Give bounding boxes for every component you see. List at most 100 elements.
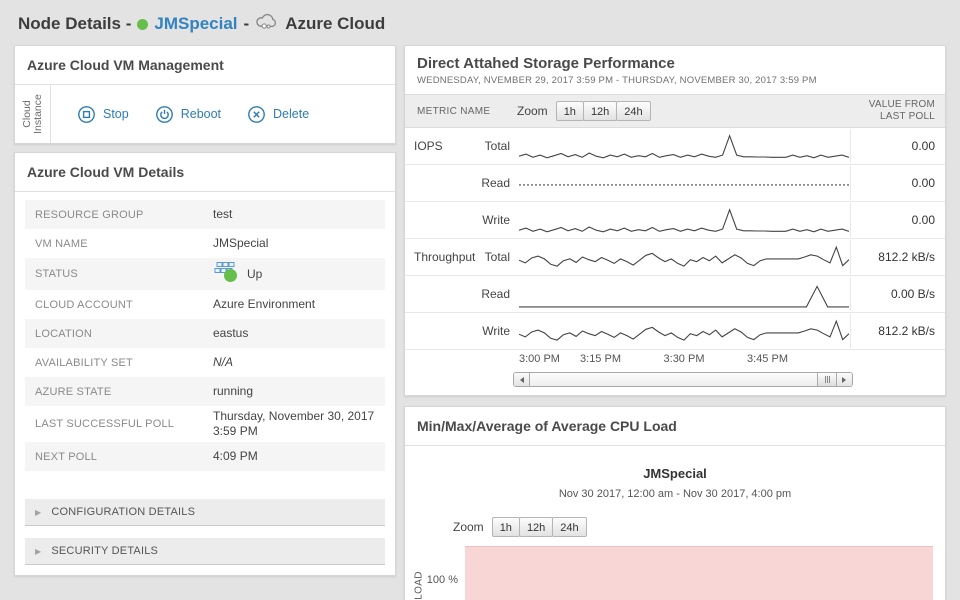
section-label: SECURITY DETAILS [51, 545, 159, 557]
cpu-chart-subtitle: Nov 30 2017, 12:00 am - Nov 30 2017, 4:0… [558, 488, 792, 500]
sparkline-iops-read [517, 166, 851, 200]
vm-status-icon [213, 261, 240, 287]
vm-management-panel: Azure Cloud VM Management Cloud Instance… [14, 45, 396, 144]
last-poll-value: 0.00 [911, 213, 935, 227]
cpu-chart-plot-area [465, 546, 933, 600]
scrollbar-thumb[interactable] [817, 373, 836, 386]
stop-button[interactable]: Stop [77, 105, 129, 124]
stop-icon [77, 105, 96, 124]
last-poll-value: 0.00 B/s [890, 287, 935, 301]
metric-label: Write [482, 324, 510, 338]
detail-row-resource-group: RESOURCE GROUP test [25, 200, 385, 229]
cpu-y-axis: LOAD 100 % [405, 546, 465, 600]
sparkline-iops-total [517, 129, 851, 163]
detail-value: 4:09 PM [213, 449, 258, 463]
detail-label: RESOURCE GROUP [35, 208, 144, 221]
detail-row-next-poll: NEXT POLL 4:09 PM [25, 442, 385, 471]
reboot-label: Reboot [180, 107, 222, 121]
storage-panel-title: Direct Attahed Storage Performance [417, 55, 675, 72]
y-axis-label: LOAD [413, 571, 425, 600]
time-axis: 3:00 PM 3:15 PM 3:30 PM 3:45 PM [517, 353, 851, 368]
security-details-expander[interactable]: ▶ SECURITY DETAILS [25, 538, 385, 565]
reboot-icon [155, 105, 174, 124]
chart-horizontal-scrollbar[interactable] [513, 372, 853, 387]
sparkline-throughput-read [517, 277, 851, 311]
metric-label: Total [484, 250, 510, 264]
metric-label: Write [482, 213, 510, 227]
detail-value: running [213, 384, 254, 398]
storage-row-throughput-total: Throughput Total 812.2 kB/s [405, 239, 945, 276]
vm-management-title: Azure Cloud VM Management [15, 46, 395, 85]
storage-table-header: METRIC NAME Zoom 1h 12h 24h VALUE FROM L… [405, 94, 945, 128]
scroll-right-button[interactable] [836, 373, 852, 386]
storage-performance-panel: Direct Attahed Storage Performance WEDNE… [404, 45, 946, 396]
cpu-zoom-12h-button[interactable]: 12h [518, 517, 554, 537]
reboot-button[interactable]: Reboot [155, 105, 221, 124]
cpu-zoom-1h-button[interactable]: 1h [491, 517, 520, 537]
zoom-1h-button[interactable]: 1h [555, 101, 584, 121]
scrollbar-track[interactable] [530, 373, 836, 386]
detail-value: eastus [213, 326, 249, 340]
management-group-label: Cloud Instance [20, 94, 44, 134]
detail-value: Azure Environment [213, 297, 316, 311]
time-tick: 3:00 PM [519, 353, 560, 365]
delete-icon [247, 105, 266, 124]
detail-label: LAST SUCCESSFUL POLL [35, 418, 175, 430]
metric-label: Read [481, 176, 510, 190]
last-poll-value: 812.2 kB/s [878, 250, 935, 264]
time-tick: 3:15 PM [580, 353, 621, 365]
section-label: CONFIGURATION DETAILS [51, 506, 196, 518]
chevron-right-icon: ▶ [35, 546, 42, 556]
detail-row-status: STATUS [25, 258, 385, 290]
last-poll-value: 812.2 kB/s [878, 324, 935, 338]
node-name-link[interactable]: JMSpecial [154, 14, 238, 33]
vm-details-title: Azure Cloud VM Details [15, 153, 395, 192]
cpu-zoom-24h-button[interactable]: 24h [552, 517, 587, 537]
status-text: Up [247, 266, 263, 281]
node-type-label: Azure Cloud [285, 14, 386, 33]
detail-row-cloud-account: CLOUD ACCOUNT Azure Environment [25, 290, 385, 319]
y-axis-tick: 100 % [426, 574, 458, 586]
node-status-dot-icon [137, 18, 149, 30]
metric-label: Read [481, 287, 510, 301]
vm-details-panel: Azure Cloud VM Details RESOURCE GROUP te… [14, 152, 396, 576]
detail-value: test [213, 207, 233, 221]
zoom-24h-button[interactable]: 24h [616, 101, 651, 121]
detail-row-azure-state: AZURE STATE running [25, 377, 385, 406]
page-title-prefix: Node Details - [18, 14, 132, 33]
storage-row-throughput-read: Read 0.00 B/s [405, 276, 945, 313]
scroll-left-button[interactable] [514, 373, 530, 386]
detail-value: JMSpecial [213, 236, 269, 250]
zoom-label: Zoom [517, 104, 548, 118]
time-tick: 3:30 PM [663, 353, 705, 365]
value-from-last-poll-header: VALUE FROM LAST POLL [868, 99, 935, 122]
metric-group-label: Throughput [414, 250, 476, 264]
detail-row-last-successful-poll: LAST SUCCESSFUL POLL Thursday, November … [25, 406, 385, 442]
last-poll-value: 0.00 [911, 176, 935, 190]
storage-row-throughput-write: Write 812.2 kB/s [405, 313, 945, 350]
sparkline-throughput-write [517, 314, 851, 348]
delete-label: Delete [273, 107, 310, 121]
sparkline-throughput-total [517, 240, 851, 274]
page-title: Node Details - JMSpecial - Azure Cloud [0, 0, 960, 45]
storage-row-iops-total: IOPS Total 0.00 [405, 128, 945, 165]
cloud-icon [255, 13, 279, 35]
time-tick: 3:45 PM [747, 353, 788, 365]
zoom-label: Zoom [453, 520, 484, 534]
title-separator: - [243, 14, 250, 33]
delete-button[interactable]: Delete [247, 105, 309, 124]
detail-label: VM NAME [35, 237, 88, 250]
detail-value: Thursday, November 30, 2017 3:59 PM [213, 409, 375, 438]
configuration-details-expander[interactable]: ▶ CONFIGURATION DETAILS [25, 499, 385, 526]
detail-value: N/A [213, 355, 234, 369]
zoom-12h-button[interactable]: 12h [582, 101, 618, 121]
detail-label: AVAILABILITY SET [35, 356, 133, 369]
detail-label: AZURE STATE [35, 385, 112, 398]
cpu-load-panel: Min/Max/Average of Average CPU Load JMSp… [404, 406, 946, 600]
metric-group-label: IOPS [414, 139, 443, 153]
metric-name-header: METRIC NAME [417, 105, 491, 117]
management-group: Cloud Instance [15, 85, 51, 143]
storage-date-range: WEDNESDAY, NVEMBER 29, 2017 3:59 PM - TH… [417, 75, 817, 86]
cpu-panel-title: Min/Max/Average of Average CPU Load [405, 407, 945, 446]
detail-value: Up [213, 261, 272, 287]
